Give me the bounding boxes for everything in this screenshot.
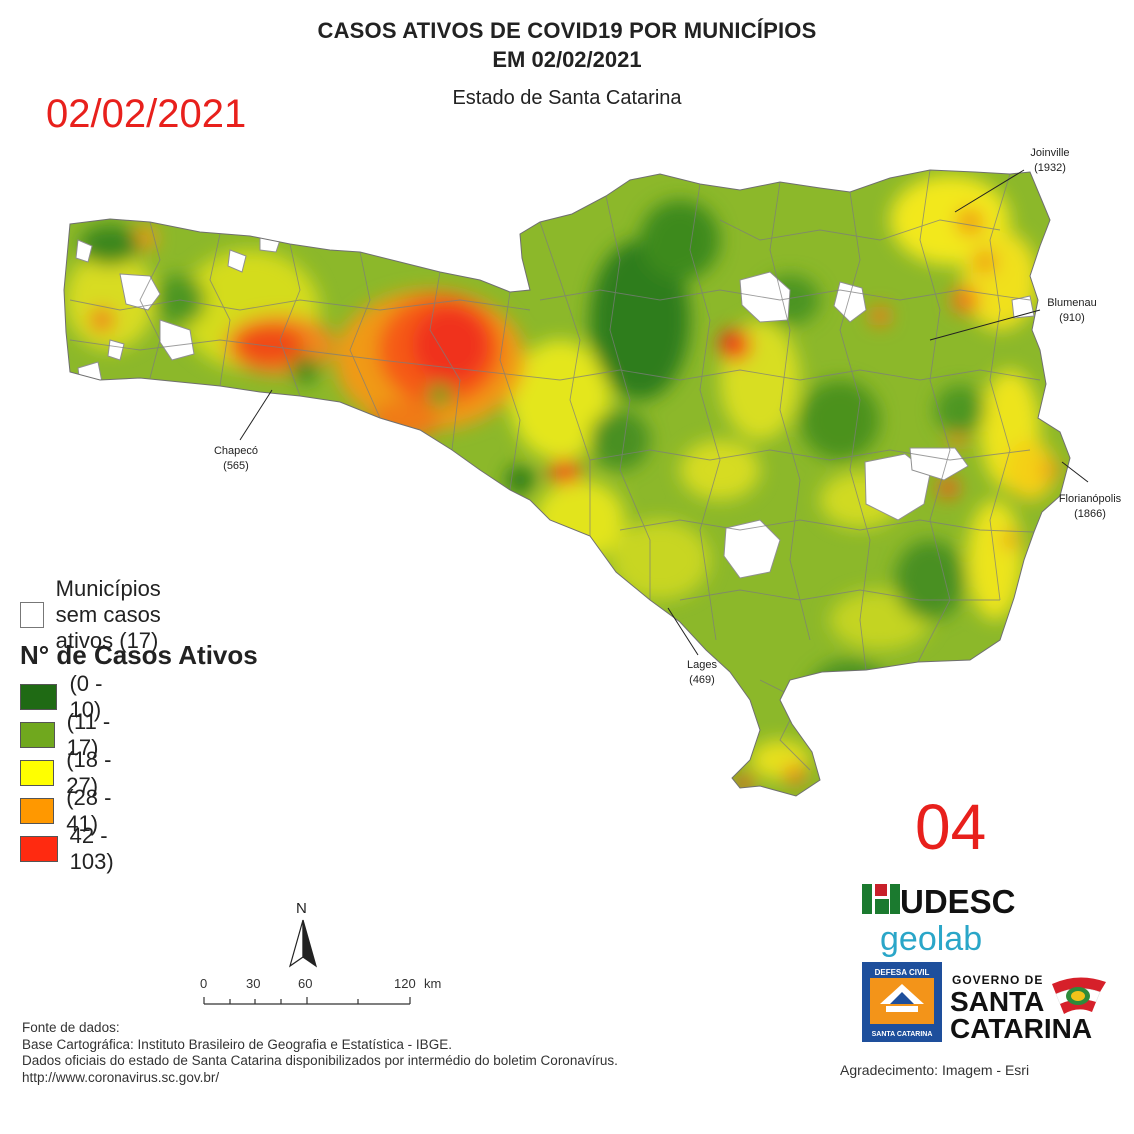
credit-text: Agradecimento: Imagem - Esri (840, 1062, 1030, 1078)
legend-swatch (20, 798, 55, 824)
source-link[interactable]: http://www.coronavirus.sc.gov.br/ (22, 1069, 220, 1085)
legend-title: N° de Casos Ativos (20, 640, 258, 670)
city-label-joinville: Joinville (1932) (1030, 147, 1070, 174)
gov-line2: SANTA (950, 986, 1044, 1017)
legend-swatch (20, 684, 58, 710)
defesa-bottom-text: SANTA CATARINA (872, 1031, 933, 1038)
city-leader-lines (239, 169, 1089, 656)
map-title: CASOS ATIVOS DE COVID19 POR MUNICÍPIOS (317, 18, 817, 43)
logos-block: UDESC geolab DEFESA CIVIL SANTA CATARINA… (862, 883, 1106, 1044)
legend-swatch (20, 722, 55, 748)
defesa-top-text: DEFESA CIVIL (875, 968, 930, 977)
page-number: 04 (915, 791, 987, 863)
north-arrow-icon (288, 919, 318, 968)
city-label-florianopolis: Florianópolis (1866) (1058, 493, 1122, 520)
sc-flag-icon (1052, 977, 1106, 1014)
defesa-civil-logo-icon (862, 962, 942, 1042)
data-sources: Fonte de dados: Base Cartográfica: Insti… (22, 1020, 618, 1085)
legend-class-1: (0 - 10) (20, 671, 118, 722)
legend-no-cases: Municípios sem casos ativos (17) (20, 576, 191, 653)
udesc-logo-icon (862, 884, 900, 914)
legend-class-3: (18 - 27) (20, 747, 118, 798)
legend-swatch (20, 836, 58, 862)
gov-line1: GOVERNO DE (952, 973, 1043, 987)
legend-class-2: (11 - 17) (20, 709, 118, 760)
date-stamp: 02/02/2021 (46, 92, 247, 136)
map-title-date: EM 02/02/2021 (492, 47, 642, 72)
gov-line3: CATARINA (950, 1013, 1092, 1044)
geolab-text: geolab (880, 920, 982, 958)
city-label-blumenau: Blumenau (910) (1047, 297, 1097, 324)
legend-swatch (20, 760, 55, 786)
scale-bar (203, 997, 411, 1005)
legend-class-4: (28 - 41) (20, 785, 118, 836)
legend-class-5: 42 - 103) (20, 823, 130, 874)
legend-swatch-white (20, 602, 44, 628)
city-label-chapeco: Chapecó (565) (213, 445, 259, 472)
municipal-boundaries (69, 170, 1041, 771)
city-label-lages: Lages (469) (687, 659, 717, 686)
udesc-text: UDESC (900, 883, 1016, 920)
map-subtitle: Estado de Santa Catarina (452, 87, 682, 109)
north-label: N (296, 900, 307, 917)
